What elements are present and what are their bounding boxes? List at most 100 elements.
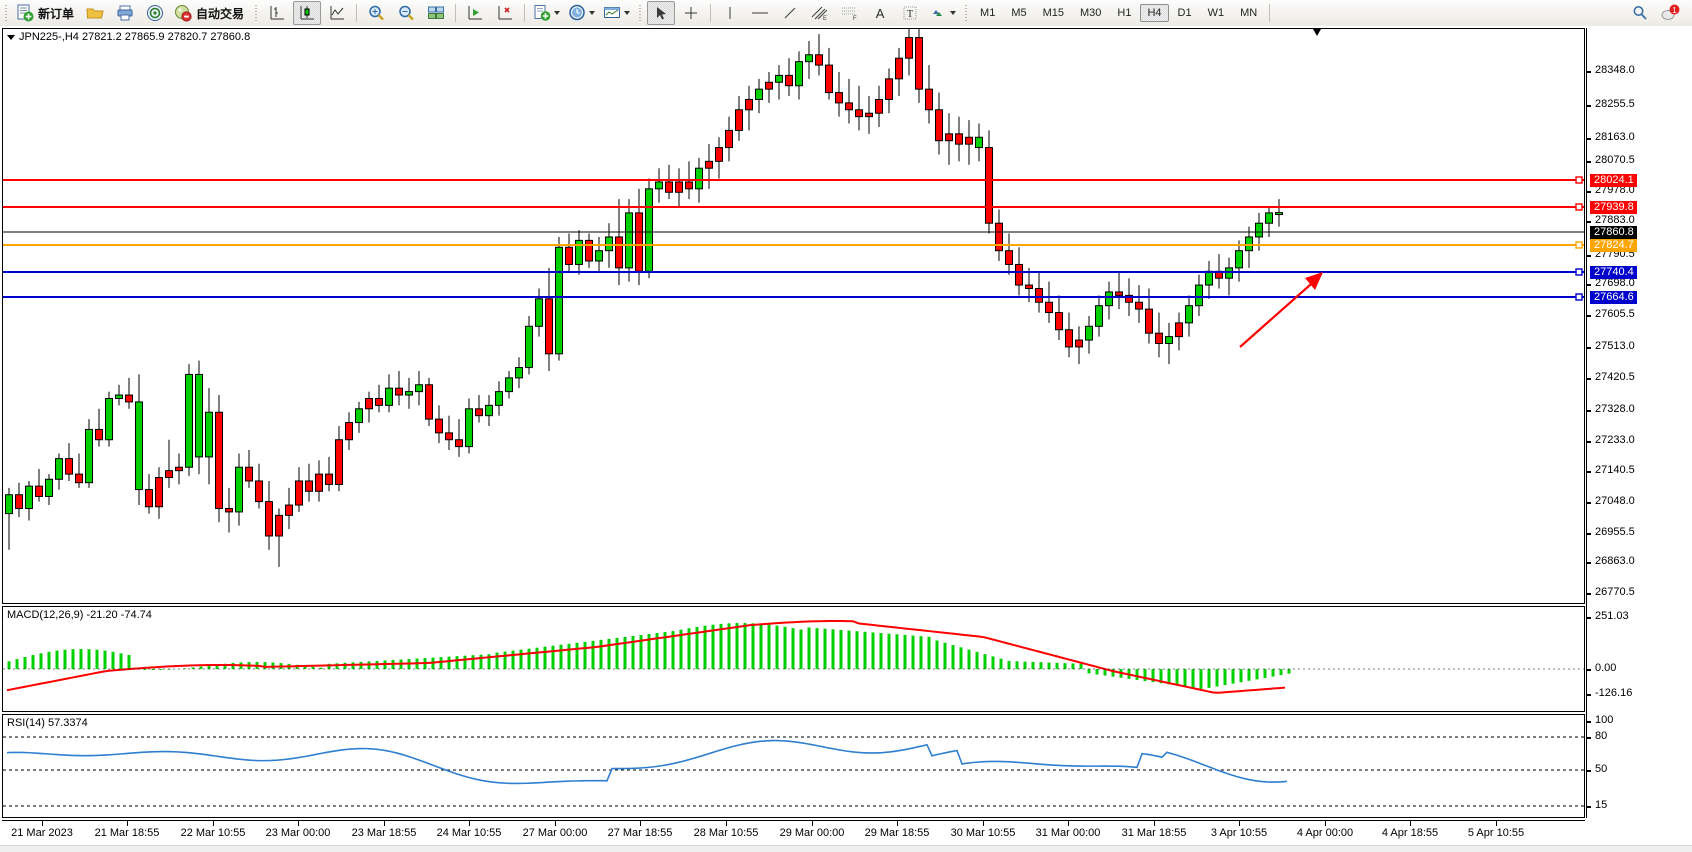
search-button[interactable] xyxy=(1626,1,1654,25)
toolbar-separator-2 xyxy=(455,4,457,22)
vertical-line-button[interactable] xyxy=(716,1,744,25)
timeframe-m30[interactable]: M30 xyxy=(1080,7,1102,19)
trend-arrow xyxy=(1239,272,1323,348)
time-tick-label: 22 Mar 10:55 xyxy=(180,827,246,839)
notifications-button[interactable]: 1 xyxy=(1656,1,1684,25)
timeframe-m5[interactable]: M5 xyxy=(1011,7,1027,19)
macd-pane[interactable]: MACD(12,26,9) -21.20 -74.74 xyxy=(2,606,1585,712)
timeframe-w1[interactable]: W1 xyxy=(1207,7,1225,19)
time-tick xyxy=(298,821,299,826)
price-chart-pane[interactable]: JPN225-,H4 27821.2 27865.9 27820.7 27860… xyxy=(2,28,1585,604)
timeframe-h4[interactable]: H4 xyxy=(1140,4,1169,22)
arrow-cursor-icon xyxy=(657,7,667,20)
rsi-label: RSI(14) 57.3374 xyxy=(7,717,88,729)
templates-button[interactable] xyxy=(600,1,633,25)
toolbar-grip-2[interactable] xyxy=(253,3,261,23)
price-label-last-price[interactable]: 27860.8 xyxy=(1590,226,1637,239)
objects-list-button[interactable] xyxy=(926,1,959,25)
price-tick-label: 27328.0 xyxy=(1595,403,1635,415)
price-tick: 28163.0 xyxy=(1587,131,1691,143)
templates-caret-icon[interactable] xyxy=(624,11,631,15)
chart-shift-icon xyxy=(498,6,513,20)
candlestick-chart-button[interactable] xyxy=(293,1,322,25)
price-label-resistance-2[interactable]: 27939.8 xyxy=(1590,201,1637,214)
horizontal-line-button[interactable] xyxy=(746,1,774,25)
chart-workspace[interactable]: JPN225-,H4 27821.2 27865.9 27820.7 27860… xyxy=(0,26,1692,852)
timeframe-h1[interactable]: H1 xyxy=(1117,7,1132,19)
cursor-button[interactable] xyxy=(647,1,676,25)
price-tick-label: 27698.0 xyxy=(1595,277,1635,289)
price-tick-label: 27140.5 xyxy=(1595,464,1635,476)
rsi-pane[interactable]: RSI(14) 57.3374 xyxy=(2,714,1585,818)
tick-dash xyxy=(1587,593,1591,595)
time-axis[interactable]: 21 Mar 2023 21 Mar 18:55 22 Mar 10:55 23 Ma… xyxy=(2,820,1585,848)
macd-tick: 251.03 xyxy=(1587,610,1691,622)
indicators-caret-icon[interactable] xyxy=(554,11,561,15)
tick-dash xyxy=(1587,138,1591,140)
period-button[interactable] xyxy=(565,1,598,25)
price-label-support-2[interactable]: 27664.6 xyxy=(1590,291,1637,304)
timeframe-mn[interactable]: MN xyxy=(1240,7,1258,19)
price-tick: 27790.5 xyxy=(1587,248,1691,260)
bar-chart-button[interactable] xyxy=(263,1,291,25)
toolbar-grip-3[interactable] xyxy=(637,3,645,23)
rsi-tick-label: 80 xyxy=(1595,730,1608,742)
channel-icon: E xyxy=(811,6,828,21)
add-indicator-icon xyxy=(534,5,551,21)
price-tick-label: 28163.0 xyxy=(1595,131,1635,143)
chart-shift-button[interactable] xyxy=(491,1,519,25)
price-label-support-1[interactable]: 27740.4 xyxy=(1590,266,1637,279)
new-order-button[interactable]: 新订单 xyxy=(13,1,79,25)
time-tick-label: 23 Mar 00:00 xyxy=(265,827,331,839)
toolbar-grip-4[interactable] xyxy=(963,3,971,23)
timeframe-m15[interactable]: M15 xyxy=(1042,7,1064,19)
price-label-resistance-1[interactable]: 28024.1 xyxy=(1590,174,1637,187)
tick-dash xyxy=(1587,471,1591,473)
trendline-button[interactable] xyxy=(776,1,804,25)
objects-caret-icon[interactable] xyxy=(950,11,957,15)
horizontal-scrollbar[interactable] xyxy=(0,845,1692,852)
chart-position-marker xyxy=(1313,29,1321,36)
macd-label: MACD(12,26,9) -21.20 -74.74 xyxy=(7,609,152,621)
price-tick: 27883.0 xyxy=(1587,214,1691,226)
price-tick-label: 27048.0 xyxy=(1595,495,1635,507)
indicators-button[interactable] xyxy=(530,1,563,25)
tick-dash xyxy=(1587,284,1591,286)
price-tick: 27698.0 xyxy=(1587,277,1691,289)
tick-dash xyxy=(1587,737,1591,739)
auto-trading-button[interactable]: 自动交易 xyxy=(171,1,249,25)
price-axis[interactable]: 28348.0 28255.5 28163.0 28070.5 27978.0 27883… xyxy=(1586,28,1690,818)
auto-scroll-button[interactable] xyxy=(461,1,489,25)
zoom-out-button[interactable] xyxy=(392,1,420,25)
crosshair-button[interactable] xyxy=(677,1,705,25)
price-tick-label: 26863.0 xyxy=(1595,555,1635,567)
fibonacci-button[interactable]: F xyxy=(836,1,864,25)
zoom-in-button[interactable] xyxy=(362,1,390,25)
toolbar-grip-1[interactable] xyxy=(3,3,10,23)
tick-dash xyxy=(1587,255,1591,257)
equidistant-channel-button[interactable]: E xyxy=(806,1,834,25)
tick-dash xyxy=(1587,441,1591,443)
market-watch-button[interactable] xyxy=(141,1,169,25)
toolbar-separator-4 xyxy=(710,4,712,22)
print-button[interactable] xyxy=(111,1,139,25)
collapse-caret-icon[interactable] xyxy=(7,34,15,40)
price-tick-label: 27513.0 xyxy=(1595,340,1635,352)
rsi-svg xyxy=(3,736,1584,807)
period-caret-icon[interactable] xyxy=(589,11,596,15)
timeframe-d1[interactable]: D1 xyxy=(1177,7,1192,19)
save-chart-button[interactable] xyxy=(81,1,109,25)
price-tick: 27420.5 xyxy=(1587,371,1691,383)
new-order-label: 新订单 xyxy=(38,6,75,21)
text-label-button[interactable]: T xyxy=(896,1,924,25)
price-label-pivot[interactable]: 27824.7 xyxy=(1590,239,1637,252)
vertical-line-icon xyxy=(729,7,731,19)
macd-tick-label: 0.00 xyxy=(1595,662,1617,674)
time-tick-label: 29 Mar 00:00 xyxy=(779,827,845,839)
time-tick-label: 27 Mar 00:00 xyxy=(522,827,588,839)
line-chart-button[interactable] xyxy=(323,1,351,25)
tile-windows-button[interactable] xyxy=(422,1,450,25)
timeframe-m1[interactable]: M1 xyxy=(980,7,996,19)
text-button[interactable]: A xyxy=(866,1,894,25)
tick-dash xyxy=(1587,315,1591,317)
